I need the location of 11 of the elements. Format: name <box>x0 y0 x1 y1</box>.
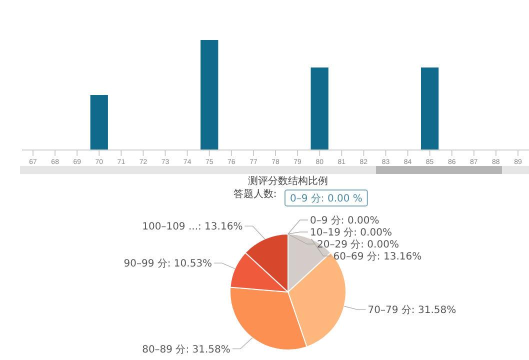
slice-label: 80–89 分: 31.58% <box>142 343 230 356</box>
slice-label: 70–79 分: 31.58% <box>368 304 456 316</box>
slice-label: 90–99 分: 10.53% <box>124 258 212 270</box>
legend-label: 10–19 分: 0.00% <box>310 226 392 238</box>
legend-label: 20–29 分: 0.00% <box>317 238 399 250</box>
slice-label: 60–69 分: 13.16% <box>333 250 422 262</box>
text: 0–9 分: 0.00 % <box>290 192 362 204</box>
chart-subtitle: 答题人数: <box>233 188 277 200</box>
legend-label: 0–9 分: 0.00% <box>310 214 380 226</box>
chart-title: 测评分数结构比例 <box>248 175 328 187</box>
slice-label: 100–109 ...: 13.16% <box>142 222 243 233</box>
